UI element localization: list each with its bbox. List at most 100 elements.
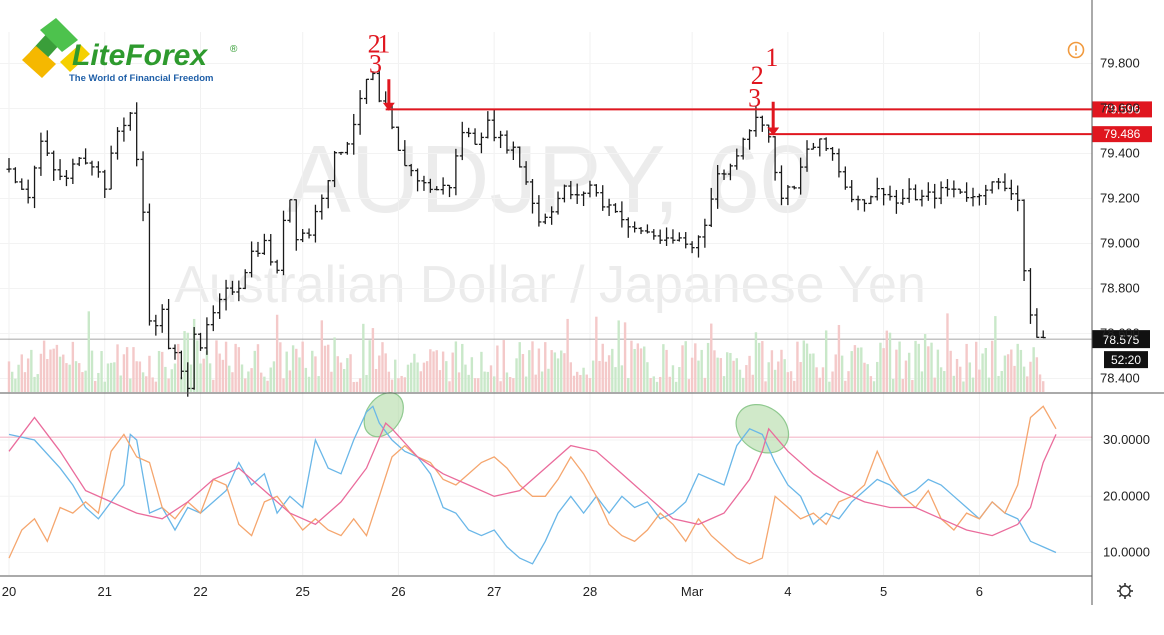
- volume-bar: [228, 365, 231, 392]
- volume-bar: [703, 377, 707, 392]
- price-tick-label: 78.800: [1100, 281, 1140, 296]
- volume-bar: [333, 337, 336, 392]
- volume-bar: [141, 372, 145, 392]
- volume-bar: [828, 381, 831, 392]
- volume-bar: [1022, 366, 1026, 392]
- level-price-badge: [1092, 126, 1152, 143]
- volume-bar: [374, 368, 378, 392]
- volume-bar: [279, 342, 282, 392]
- volume-bar: [406, 364, 410, 392]
- volume-bar: [480, 351, 483, 392]
- volume-bar: [770, 350, 774, 392]
- volume-bar: [735, 358, 738, 392]
- volume-bar: [259, 372, 263, 392]
- volume-bar: [275, 314, 279, 392]
- volume-bar: [387, 371, 391, 392]
- price-levels: 79.596 79.486 78.575 52:20: [385, 101, 1152, 369]
- volume-bar: [52, 348, 55, 392]
- last-price-badge: [1092, 330, 1150, 349]
- volume-bar: [473, 378, 477, 392]
- volume-bar: [1019, 349, 1023, 392]
- volume-bar: [844, 380, 847, 392]
- volume-bar: [1010, 349, 1013, 392]
- volume-bar: [327, 344, 330, 392]
- volume-bar: [23, 372, 27, 392]
- x-tick-label: Mar: [681, 584, 704, 599]
- volume-bar: [250, 368, 253, 392]
- volume-bar: [662, 344, 665, 392]
- volume-bar: [425, 361, 429, 392]
- volume-bar: [502, 340, 505, 392]
- volume-bar: [710, 323, 713, 392]
- x-tick-label: 27: [487, 584, 501, 599]
- volume-bar: [799, 362, 802, 392]
- volume-bar: [694, 343, 697, 392]
- watermark-description: Australian Dollar / Japanese Yen: [174, 256, 926, 314]
- volume-bar: [658, 376, 662, 392]
- volume-bar: [515, 358, 518, 392]
- volume-bar: [706, 342, 710, 392]
- volume-bar: [834, 354, 837, 392]
- volume-bar: [170, 369, 173, 392]
- logo-tagline: The World of Financial Freedom: [69, 73, 213, 84]
- volume-bar: [320, 320, 324, 392]
- volume-bar: [643, 346, 646, 392]
- volume-bar: [483, 371, 486, 392]
- volume-bar: [208, 363, 212, 392]
- volume-bar: [291, 345, 295, 392]
- volume-bar: [591, 360, 595, 392]
- volume-bar: [726, 352, 729, 392]
- volume-bar: [531, 341, 534, 392]
- oscillator-series: [8, 405, 1057, 565]
- volume-bar: [419, 371, 422, 392]
- volume-bar: [7, 361, 11, 392]
- x-tick-label: 28: [583, 584, 597, 599]
- volume-bar: [745, 365, 748, 392]
- highlight-ellipse: [735, 404, 790, 454]
- volume-bar: [323, 345, 327, 392]
- volume-bar: [936, 349, 940, 392]
- wave-marker-label: 3: [369, 50, 382, 79]
- volume-bar: [113, 362, 116, 392]
- volume-bar: [199, 363, 202, 392]
- volume-bar: [952, 375, 956, 392]
- volume-bar: [780, 349, 783, 392]
- volume-bar: [579, 374, 582, 392]
- volume-bar: [352, 381, 355, 392]
- volume-bar: [914, 340, 917, 392]
- volume-bar: [732, 360, 735, 392]
- volume-bar: [777, 361, 780, 392]
- alert-circle-icon[interactable]: [1067, 41, 1085, 59]
- volume-bar: [990, 340, 994, 392]
- volume-bar: [263, 376, 266, 392]
- volume-bar: [722, 376, 726, 392]
- volume-bar: [783, 359, 786, 392]
- volume-bar: [809, 353, 812, 392]
- volume-bar: [617, 320, 620, 392]
- volume-bar: [448, 381, 451, 392]
- volume-bar: [824, 330, 828, 392]
- volume-bar: [240, 364, 244, 392]
- logo-registered: ®: [230, 44, 238, 55]
- volume-bar: [1000, 370, 1003, 392]
- x-tick-label: 20: [2, 584, 16, 599]
- volume-bar: [84, 370, 87, 392]
- volume-bar: [58, 356, 62, 392]
- volume-bar: [358, 378, 362, 392]
- volume-bar: [598, 360, 601, 392]
- gear-icon[interactable]: [1117, 583, 1133, 599]
- oscillator-series: [8, 405, 1057, 565]
- volume-bar: [684, 341, 687, 392]
- volume-bar: [371, 328, 375, 392]
- volume-bar: [620, 365, 624, 392]
- volume-bar: [189, 364, 193, 392]
- volume-bar: [821, 367, 825, 392]
- volume-bar: [215, 340, 218, 392]
- volume-bar: [161, 351, 164, 392]
- x-tick-label: 4: [784, 584, 791, 599]
- price-tick-label: 78.600: [1100, 326, 1140, 341]
- volume-bar: [445, 361, 448, 392]
- volume-bar: [36, 374, 39, 392]
- volume-bar: [882, 348, 885, 392]
